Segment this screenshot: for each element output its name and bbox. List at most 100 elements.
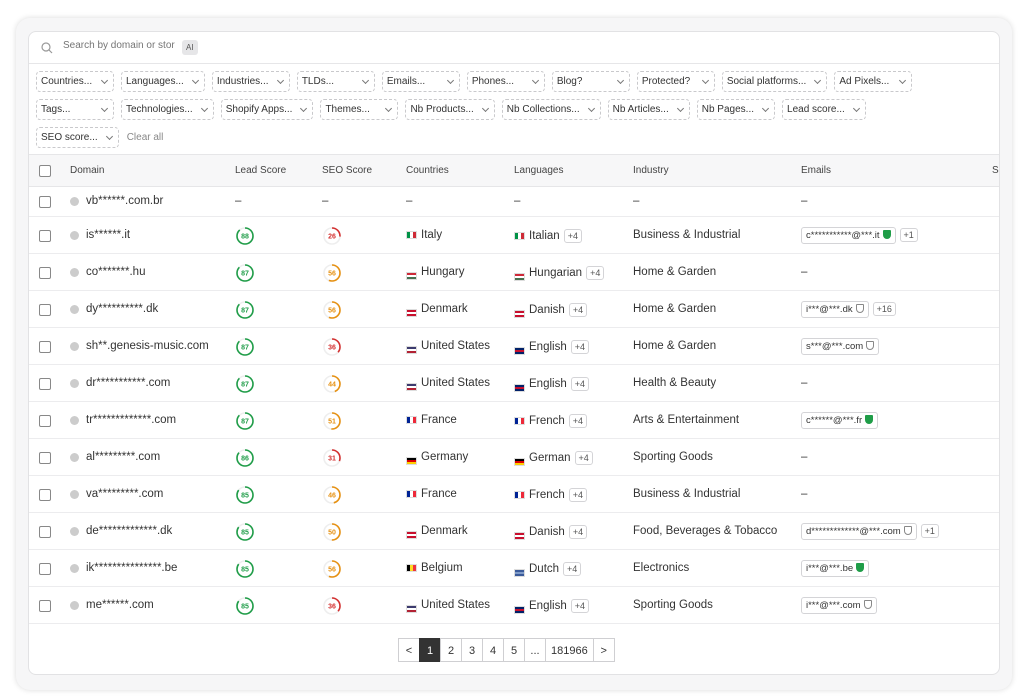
filter[interactable]: Nb Collections... <box>501 99 601 120</box>
clear-all[interactable]: Clear all <box>126 132 164 143</box>
checkbox[interactable] <box>39 525 51 538</box>
checkbox[interactable] <box>39 165 51 177</box>
search-input[interactable] <box>63 40 175 51</box>
email-chip[interactable]: i***@***.be <box>801 559 870 577</box>
table-row: dr***********.com 87 44 United States Englis… <box>29 365 999 402</box>
filter[interactable]: Shopify Apps... <box>220 99 314 120</box>
filter[interactable]: Languages... <box>121 71 205 92</box>
email-chip[interactable]: d*************@***.com <box>801 522 917 540</box>
filter[interactable]: Social platforms... <box>721 71 828 92</box>
checkbox[interactable] <box>39 303 51 316</box>
page-button[interactable]: 181966 <box>545 638 594 662</box>
ai-badge[interactable]: AI <box>182 40 198 55</box>
flag-stripe <box>407 276 416 279</box>
more-badge[interactable]: +1 <box>920 523 939 538</box>
checkbox[interactable] <box>39 451 51 464</box>
checkbox[interactable] <box>39 377 51 390</box>
more-badge[interactable]: +1 <box>899 227 918 242</box>
country-name: United States <box>421 598 491 611</box>
filter[interactable]: TLDs... <box>296 71 375 92</box>
page-button[interactable]: 3 <box>461 638 483 662</box>
filter[interactable]: Protected? <box>636 71 715 92</box>
domain[interactable]: sh**.genesis-music.com <box>86 339 209 352</box>
flag <box>406 345 417 354</box>
checkbox[interactable] <box>39 266 51 279</box>
domain[interactable]: dr***********.com <box>86 376 171 389</box>
score: – <box>322 195 329 207</box>
flag-stripe <box>413 231 416 238</box>
domain[interactable]: de*************.dk <box>86 524 173 537</box>
country: Hungary <box>406 266 464 280</box>
more-badge[interactable]: +4 <box>574 450 593 465</box>
domain[interactable]: me******.com <box>86 598 154 611</box>
checkbox[interactable] <box>39 340 51 353</box>
checkbox[interactable] <box>39 562 51 575</box>
page-button[interactable]: 2 <box>440 638 462 662</box>
more-badge[interactable]: +4 <box>563 228 582 243</box>
ring-arc <box>323 596 341 615</box>
email-chip[interactable]: c***********@***.it <box>801 226 896 244</box>
filter[interactable]: Ad Pixels... <box>834 71 913 92</box>
more-badge[interactable]: +4 <box>568 413 588 428</box>
filter[interactable]: Technologies... <box>121 99 214 120</box>
email-chip[interactable]: i***@***.com <box>801 596 877 614</box>
more-badge[interactable]: +4 <box>568 524 588 539</box>
email-text: s***@***.com <box>806 340 864 352</box>
more-badge[interactable]: +4 <box>586 265 605 280</box>
more-badge[interactable]: +4 <box>570 376 589 391</box>
domain[interactable]: is******.it <box>86 228 131 241</box>
checkbox[interactable] <box>39 488 51 501</box>
domain[interactable]: al*********.com <box>86 450 161 463</box>
page-button[interactable]: ... <box>524 638 546 662</box>
flag <box>406 563 417 572</box>
column-header: Lead Score <box>235 165 287 176</box>
country: France <box>406 488 457 500</box>
flag-stripe <box>515 349 524 352</box>
filter[interactable]: SEO score... <box>36 127 119 148</box>
checkbox[interactable] <box>39 229 51 242</box>
page-button[interactable]: 1 <box>419 638 441 662</box>
page-button[interactable]: 4 <box>482 638 504 662</box>
email-chip[interactable]: s***@***.com <box>801 337 880 355</box>
filter[interactable]: Industries... <box>211 71 290 92</box>
status-dot <box>70 267 79 277</box>
flag-stripe <box>407 490 410 497</box>
status-dot <box>70 489 79 499</box>
filter[interactable]: Nb Pages... <box>696 99 776 120</box>
filter[interactable]: Blog? <box>551 71 630 92</box>
country-name: Italy <box>421 228 443 241</box>
domain[interactable]: vb******.com.br <box>86 195 164 207</box>
email-chip[interactable]: i***@***.dk <box>801 300 869 318</box>
more-badge[interactable]: +4 <box>568 487 588 502</box>
more-badge[interactable]: +16 <box>872 301 896 316</box>
email-chip[interactable]: c******@***.fr <box>801 411 879 429</box>
filter[interactable]: Phones... <box>466 71 545 92</box>
filter[interactable]: Emails... <box>381 71 460 92</box>
ring-arc <box>323 411 341 430</box>
domain[interactable]: dy**********.dk <box>86 302 159 315</box>
more-badge[interactable]: +4 <box>563 561 582 576</box>
email-icon <box>903 525 912 535</box>
checkbox[interactable] <box>39 196 51 208</box>
more-badge[interactable]: +4 <box>570 598 589 613</box>
checkbox[interactable] <box>39 414 51 427</box>
domain[interactable]: tr*************.com <box>86 413 177 426</box>
ring-arc <box>236 448 254 467</box>
page-button[interactable]: 5 <box>503 638 525 662</box>
filter[interactable]: Themes... <box>320 99 399 120</box>
domain[interactable]: va*********.com <box>86 487 164 500</box>
page-button[interactable]: < <box>398 638 420 662</box>
filter[interactable]: Countries... <box>36 71 114 92</box>
filter[interactable]: Tags... <box>36 99 114 120</box>
checkbox[interactable] <box>39 599 51 612</box>
filter[interactable]: Nb Articles... <box>607 99 690 120</box>
page-button[interactable]: > <box>592 638 615 662</box>
filter[interactable]: Nb Products... <box>405 99 495 120</box>
score-ring: 56 <box>323 559 341 578</box>
domain[interactable]: ik***************.be <box>86 561 178 574</box>
more-badge[interactable]: +4 <box>568 302 588 317</box>
industry: Electronics <box>633 561 690 574</box>
more-badge[interactable]: +4 <box>570 339 589 354</box>
domain[interactable]: co*******.hu <box>86 265 146 278</box>
filter[interactable]: Lead score... <box>782 99 866 120</box>
